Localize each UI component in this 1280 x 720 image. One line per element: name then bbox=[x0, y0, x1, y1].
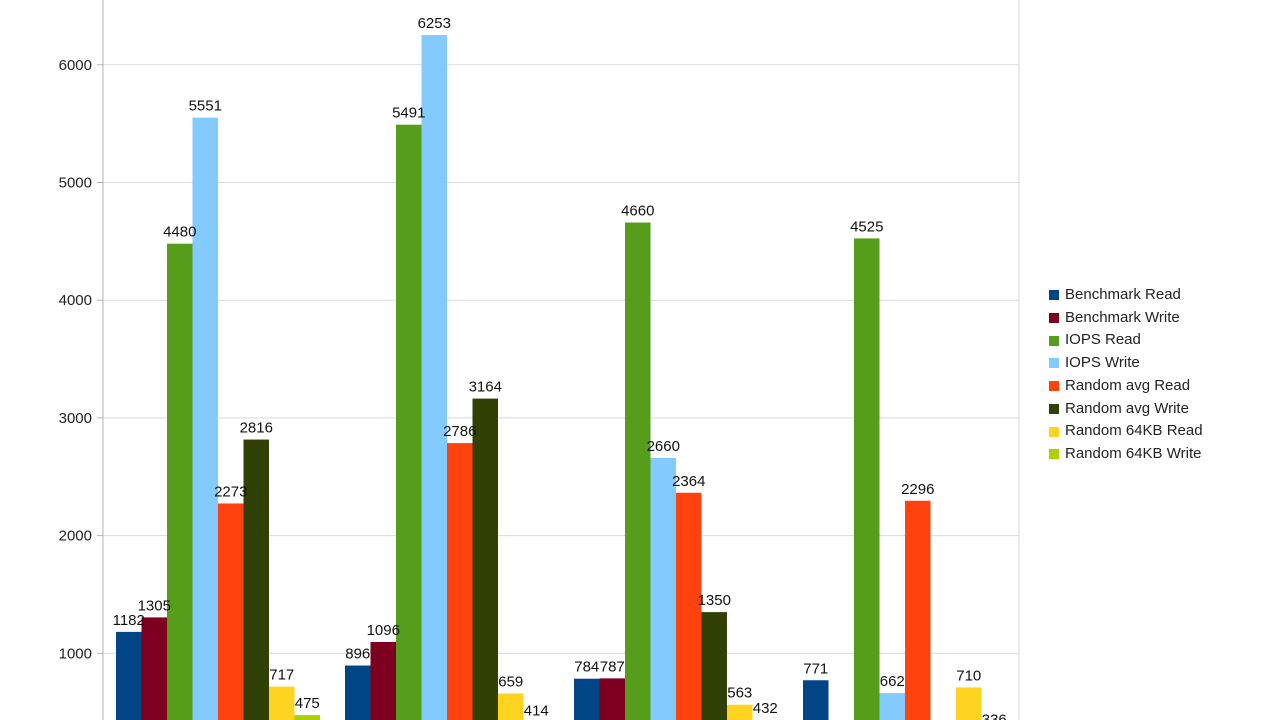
data-label: 784 bbox=[574, 659, 599, 676]
data-label: 5551 bbox=[189, 98, 222, 115]
legend-swatch bbox=[1049, 403, 1059, 414]
legend-swatch bbox=[1049, 449, 1059, 460]
data-label: 3164 bbox=[469, 379, 502, 396]
y-tick-label: 3000 bbox=[59, 410, 92, 427]
bar-random-avg-write bbox=[472, 398, 498, 720]
data-label: 2273 bbox=[214, 483, 247, 500]
bars bbox=[116, 35, 982, 720]
bar-benchmark-read bbox=[803, 680, 829, 720]
data-label: 4660 bbox=[621, 203, 654, 220]
data-label: 1305 bbox=[138, 597, 171, 614]
legend-label: Random 64KB Read bbox=[1065, 422, 1203, 440]
bar-iops-read bbox=[625, 222, 651, 720]
data-label: 4480 bbox=[163, 224, 196, 241]
legend: Benchmark Read Benchmark Write IOPS Read IO… bbox=[1049, 284, 1203, 466]
data-label: 896 bbox=[345, 646, 370, 663]
bar-benchmark-read bbox=[116, 631, 142, 720]
data-label: 563 bbox=[727, 685, 752, 702]
data-label: 475 bbox=[295, 695, 320, 712]
data-label: 2660 bbox=[647, 438, 680, 455]
data-label: 4525 bbox=[850, 218, 883, 235]
data-label: 6253 bbox=[418, 15, 451, 32]
legend-item: Benchmark Write bbox=[1049, 307, 1203, 330]
data-label: 1350 bbox=[698, 592, 731, 609]
bar-iops-read bbox=[167, 243, 193, 720]
data-label: 2786 bbox=[443, 423, 476, 440]
bar-iops-read bbox=[854, 238, 880, 720]
y-tick-label: 5000 bbox=[59, 175, 92, 192]
bar-random-avg-write bbox=[243, 439, 269, 720]
data-label: 662 bbox=[880, 673, 905, 690]
y-tick-label: 1000 bbox=[59, 645, 92, 662]
bar-benchmark-read bbox=[345, 665, 371, 720]
legend-label: Benchmark Read bbox=[1065, 286, 1181, 303]
data-label: 2364 bbox=[672, 473, 705, 490]
bar-benchmark-write bbox=[370, 642, 396, 720]
data-label: 2816 bbox=[240, 420, 273, 437]
bar-random-avg-write bbox=[701, 612, 727, 720]
bar-iops-read bbox=[396, 124, 422, 720]
bar-iops-write bbox=[421, 35, 447, 720]
y-tick-label: 2000 bbox=[59, 528, 92, 545]
legend-label: Random 64KB Write bbox=[1065, 444, 1202, 462]
legend-label: Random avg Read bbox=[1065, 376, 1191, 394]
bar-benchmark-write bbox=[599, 678, 625, 720]
data-label: 659 bbox=[498, 673, 523, 690]
bar-random-64kb-write bbox=[294, 715, 320, 720]
legend-label: IOPS Write bbox=[1065, 354, 1140, 372]
bar-iops-write bbox=[879, 693, 905, 720]
data-label: 710 bbox=[956, 667, 981, 684]
data-label: 771 bbox=[803, 660, 828, 677]
legend-label: IOPS Read bbox=[1065, 331, 1141, 349]
y-tick-label: 4000 bbox=[59, 292, 92, 309]
bar-random-64kb-read bbox=[269, 686, 295, 720]
bar-random-64kb-read bbox=[727, 704, 753, 720]
bar-iops-write bbox=[650, 457, 676, 720]
legend-swatch bbox=[1049, 313, 1059, 324]
data-label: 336 bbox=[982, 711, 1007, 720]
data-label: 1182 bbox=[113, 612, 145, 629]
legend-item: Benchmark Read bbox=[1049, 284, 1203, 307]
y-tick-label: 6000 bbox=[59, 57, 92, 74]
legend-item: IOPS Write bbox=[1049, 352, 1203, 375]
legend-item: IOPS Read bbox=[1049, 329, 1203, 352]
data-label: 2296 bbox=[901, 481, 934, 498]
bar-random-avg-read bbox=[905, 500, 931, 720]
data-label: 787 bbox=[600, 658, 625, 675]
bar-iops-write bbox=[192, 117, 218, 720]
data-label: 414 bbox=[524, 702, 549, 719]
data-label: 717 bbox=[269, 667, 294, 684]
legend-item: Random avg Write bbox=[1049, 398, 1203, 421]
legend-label: Random avg Write bbox=[1065, 399, 1189, 417]
bar-random-avg-read bbox=[218, 503, 244, 720]
legend-label: Benchmark Write bbox=[1065, 308, 1180, 326]
legend-swatch bbox=[1049, 381, 1059, 392]
legend-item: Random avg Read bbox=[1049, 375, 1203, 398]
bar-random-64kb-read bbox=[498, 693, 524, 720]
y-axis: 1000 2000 3000 4000 5000 6000 bbox=[59, 0, 1020, 720]
legend-item: Random 64KB Read bbox=[1049, 420, 1203, 443]
legend-swatch bbox=[1049, 290, 1059, 301]
bar-benchmark-write bbox=[141, 617, 167, 720]
bar-random-avg-read bbox=[447, 443, 473, 720]
data-labels: 1182 896 784 771 1305 1096 787 4480 5491 4660 4525… bbox=[113, 15, 1007, 720]
legend-item: Random 64KB Write bbox=[1049, 443, 1203, 466]
bar-random-avg-read bbox=[676, 492, 702, 720]
legend-swatch bbox=[1049, 335, 1059, 346]
legend-swatch bbox=[1049, 358, 1059, 369]
legend-swatch bbox=[1049, 426, 1059, 437]
data-label: 5491 bbox=[392, 105, 425, 122]
data-label: 432 bbox=[753, 700, 778, 717]
bar-random-64kb-read bbox=[956, 687, 982, 720]
data-label: 1096 bbox=[367, 622, 400, 639]
bar-benchmark-read bbox=[574, 678, 600, 720]
